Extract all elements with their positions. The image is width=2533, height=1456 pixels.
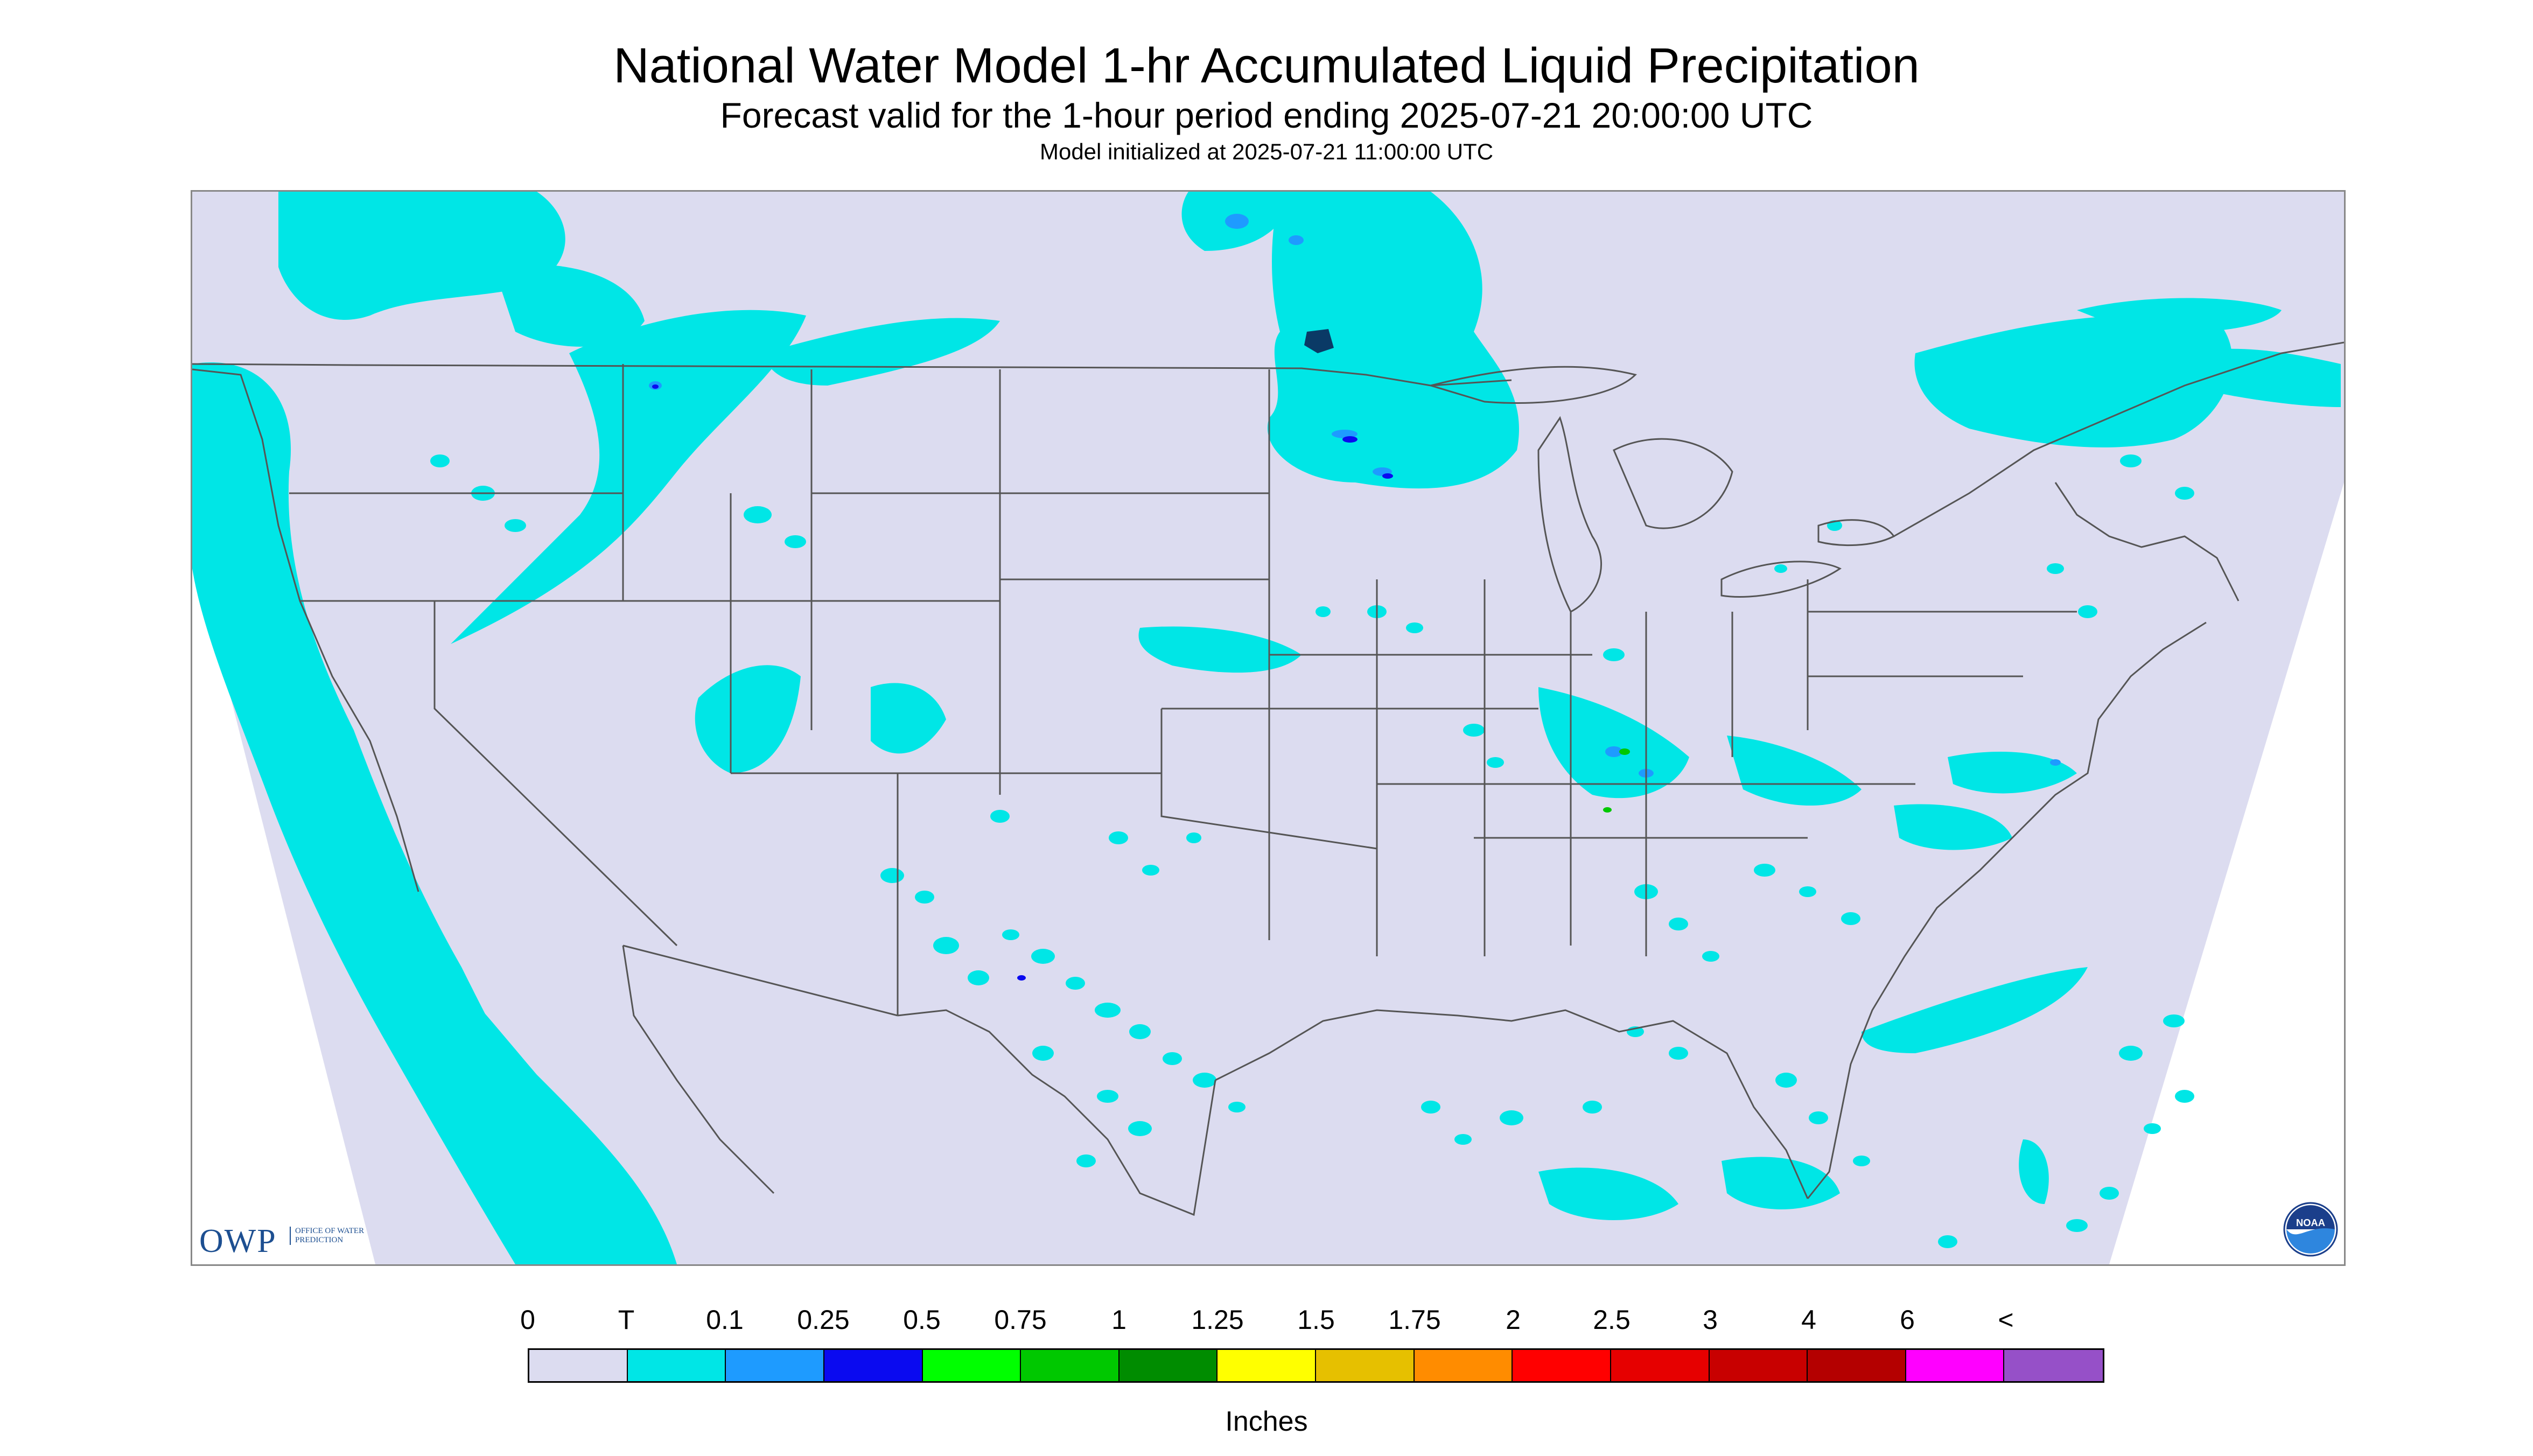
legend-swatch: [1906, 1350, 2005, 1381]
legend-tick-label: 1: [1111, 1305, 1126, 1335]
precip-heavy-cells: [1603, 748, 1630, 813]
legend-tick-label: 2: [1506, 1305, 1521, 1335]
legend-tick-label: 4: [1801, 1305, 1816, 1335]
color-legend: 0 T 0.1 0.25 0.5 0.75 1 1.25 1.5 1.75 2 2.5 3 4 6 < Inc…: [0, 1292, 2533, 1454]
precip-medium-cells: [652, 384, 1393, 981]
legend-units-label: Inches: [1225, 1406, 1308, 1437]
legend-tick-label: 0.75: [994, 1305, 1047, 1335]
legend-swatch: [529, 1350, 628, 1381]
legend-tick-label: 0.25: [797, 1305, 850, 1335]
owp-logo-subtext: Office of Water Prediction: [290, 1227, 370, 1245]
legend-swatch: [1316, 1350, 1415, 1381]
noaa-logo: NOAA: [2283, 1202, 2338, 1257]
legend-swatch: [1513, 1350, 1611, 1381]
legend-tick-label: <: [1998, 1305, 2014, 1335]
owp-logo: OWP Office of Water Prediction: [199, 1222, 377, 1260]
model-domain: [192, 192, 2344, 1264]
legend-swatch: [1119, 1350, 1218, 1381]
legend-tick-label: 1.25: [1191, 1305, 1244, 1335]
legend-tick-label: 0: [520, 1305, 535, 1335]
map-canvas: [192, 192, 2344, 1264]
legend-swatch: [726, 1350, 824, 1381]
political-boundaries: [192, 341, 2344, 1216]
legend-swatch: [922, 1350, 1021, 1381]
legend-swatch: [1808, 1350, 1906, 1381]
legend-tick-label: 0.1: [706, 1305, 744, 1335]
noaa-logo-text: NOAA: [2296, 1217, 2325, 1228]
legend-tick-label: 6: [1900, 1305, 1915, 1335]
legend-swatch: [1217, 1350, 1316, 1381]
legend-swatch: [627, 1350, 726, 1381]
legend-tick-label: 1.5: [1297, 1305, 1335, 1335]
legend-tick-label: 2.5: [1593, 1305, 1631, 1335]
legend-swatch: [1021, 1350, 1119, 1381]
lake-feature: [1304, 329, 1334, 353]
legend-swatch: [824, 1350, 923, 1381]
legend-tick-label: 0.5: [903, 1305, 941, 1335]
model-init-line: Model initialized at 2025-07-21 11:00:00…: [1039, 139, 1494, 164]
legend-swatch: [1611, 1350, 1710, 1381]
valid-time-subtitle: Forecast valid for the 1-hour period end…: [720, 95, 1813, 135]
legend-swatch: [2004, 1350, 2103, 1381]
precip-trace-areas: [192, 192, 2341, 1264]
legend-swatch: [1709, 1350, 1808, 1381]
legend-swatch: [1414, 1350, 1513, 1381]
legend-color-bar: [528, 1348, 2104, 1383]
legend-tick-label: 3: [1703, 1305, 1718, 1335]
map-title: National Water Model 1-hr Accumulated Li…: [613, 38, 1920, 93]
precipitation-map: [191, 190, 2346, 1266]
legend-tick-label: T: [618, 1305, 635, 1335]
owp-logo-letters: OWP: [199, 1223, 277, 1259]
legend-tick-label: 1.75: [1388, 1305, 1441, 1335]
